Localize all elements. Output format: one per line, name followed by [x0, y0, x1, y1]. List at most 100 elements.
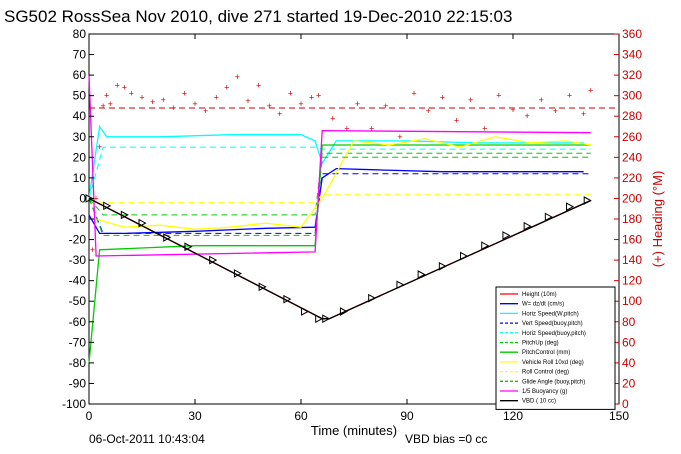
- profile-marker: [258, 282, 267, 292]
- heading-point: +: [316, 91, 321, 101]
- profile-marker: [138, 218, 147, 228]
- x-tick-label: 60: [294, 409, 308, 423]
- x-tick-label: 90: [400, 409, 414, 423]
- heading-point: +: [539, 95, 544, 105]
- heading-point: +: [182, 89, 187, 99]
- series-line-8: [95, 136, 591, 230]
- y-axis-left: 80 70 60 50 40 30 20 10 0 -10 -20 -30 -40 -50 -60 -70 -8…: [62, 27, 94, 411]
- heading-point: +: [256, 80, 261, 90]
- series-line-11: [88, 75, 591, 257]
- heading-point: +: [267, 101, 272, 111]
- heading-point: +: [122, 82, 127, 92]
- y-right-tick-label: 140: [622, 253, 642, 267]
- y-tick-label: -40: [69, 274, 87, 288]
- profile-marker: [417, 270, 426, 279]
- footer-vbd-bias: VBD bias =0 cc: [405, 432, 487, 446]
- y-tick-label: 70: [73, 48, 87, 62]
- y-tick-label: 60: [73, 68, 87, 82]
- profile-marker: [163, 233, 172, 242]
- heading-point: +: [192, 99, 197, 109]
- heading-point: +: [161, 95, 166, 105]
- legend: Height (10m) W= dz/dt (cm/s) Horiz Speed(W…: [495, 286, 616, 410]
- y-right-tick-label: 240: [622, 150, 642, 164]
- series-line-10: [88, 156, 591, 236]
- y-right-tick-label: 160: [622, 233, 642, 247]
- y-right-tick-label: 220: [622, 171, 642, 185]
- profile-marker: [209, 255, 218, 265]
- heading-point: +: [567, 91, 572, 101]
- y-right-tick-label: 80: [622, 315, 636, 329]
- marker-layer: [85, 194, 592, 324]
- legend-label: Glide Angle (buoy,pitch): [522, 379, 585, 385]
- profile-marker: [322, 314, 331, 324]
- x-axis-label: Time (minutes): [311, 423, 397, 438]
- y-axis-right: 3603403203002802602402202001801601401201…: [614, 27, 642, 411]
- profile-marker: [120, 210, 129, 220]
- y-right-tick-label: 360: [622, 27, 642, 41]
- series-line-6: [88, 152, 591, 216]
- heading-point: +: [330, 113, 335, 123]
- legend-label: VBD ( 10 cc): [522, 399, 556, 405]
- heading-point: +: [411, 89, 416, 99]
- legend-label: Vert Speed(buoy,pitch): [522, 321, 583, 327]
- y-tick-label: -100: [62, 397, 86, 411]
- heading-point: +: [496, 91, 501, 101]
- y-tick-label: 0: [79, 191, 86, 205]
- series-line-7: [88, 144, 591, 363]
- heading-point: +: [468, 95, 473, 105]
- footer-timestamp: 06-Oct-2011 10:43:04: [89, 432, 205, 446]
- y-right-tick-label: 280: [622, 109, 642, 123]
- heading-point: +: [108, 99, 113, 109]
- heading-point: +: [298, 99, 303, 109]
- profile-marker: [502, 231, 511, 240]
- heading-point: +: [214, 93, 219, 103]
- heading-point: +: [171, 103, 176, 113]
- legend-label: PitchControl (mm): [522, 350, 570, 356]
- y-right-tick-label: 320: [622, 68, 642, 82]
- heading-point: +: [104, 91, 109, 101]
- heading-point: +: [482, 124, 487, 134]
- heading-point: +: [150, 97, 155, 107]
- x-tick-label: 120: [503, 409, 523, 423]
- heading-point: +: [235, 72, 240, 82]
- profile-marker: [233, 269, 242, 278]
- y-tick-label: -20: [69, 233, 87, 247]
- heading-point: +: [344, 124, 349, 134]
- series-line-5: [88, 146, 591, 199]
- legend-label: W= dz/dt (cm/s): [522, 302, 564, 308]
- heading-point: +: [369, 124, 374, 134]
- heading-point: +: [203, 106, 208, 116]
- y-tick-label: -80: [69, 356, 87, 370]
- heading-point: +: [355, 99, 360, 109]
- profile-marker: [396, 280, 405, 290]
- profile-marker: [438, 261, 447, 271]
- y-right-tick-label: 120: [622, 274, 642, 288]
- heading-point: +: [525, 111, 530, 121]
- y-axis-right-label: (+) Heading (°M): [650, 171, 665, 268]
- heading-point: +: [139, 93, 144, 103]
- y-right-tick-label: 180: [622, 212, 642, 226]
- heading-point: +: [129, 89, 134, 99]
- x-axis: 0 30 60 90 120 150: [86, 34, 629, 423]
- profile-marker: [481, 241, 490, 251]
- x-tick-label: 0: [86, 409, 93, 423]
- y-right-tick-label: 300: [622, 89, 642, 103]
- y-tick-label: -50: [69, 294, 87, 308]
- y-right-tick-label: 40: [622, 356, 636, 370]
- heading-point: +: [93, 193, 98, 203]
- x-tick-label: 150: [609, 409, 629, 423]
- series-line-12: [88, 197, 591, 320]
- heading-point: +: [440, 93, 445, 103]
- heading-point: +: [426, 106, 431, 116]
- profile-marker: [368, 293, 377, 303]
- heading-point: +: [309, 93, 314, 103]
- y-tick-label: 40: [73, 109, 87, 123]
- profile-marker: [460, 251, 469, 261]
- y-tick-label: -90: [69, 376, 87, 390]
- heading-point: +: [115, 80, 120, 90]
- y-right-tick-label: 340: [622, 48, 642, 62]
- heading-point: +: [288, 89, 293, 99]
- y-tick-label: -70: [69, 335, 87, 349]
- heading-point: +: [553, 106, 558, 116]
- y-tick-label: -60: [69, 315, 87, 329]
